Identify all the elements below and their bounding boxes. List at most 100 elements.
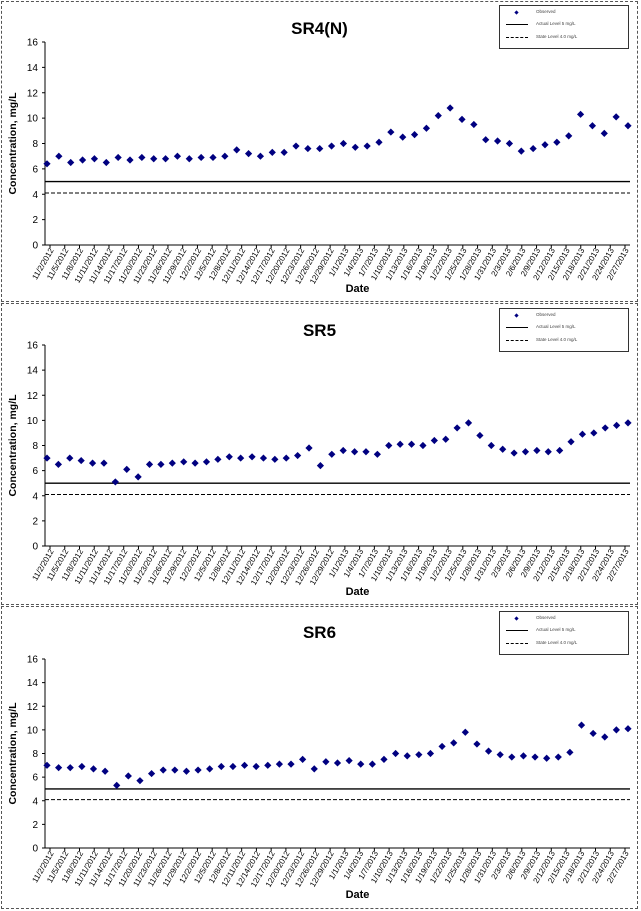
- legend-item-observed: Observed: [504, 614, 624, 624]
- data-point: [407, 440, 416, 448]
- data-point: [624, 725, 632, 733]
- data-point: [624, 419, 632, 427]
- y-tick-label: 10: [27, 416, 39, 427]
- data-point: [566, 748, 574, 756]
- data-point: [373, 450, 381, 458]
- data-point: [90, 155, 99, 163]
- data-point: [345, 756, 353, 765]
- data-point: [403, 752, 411, 760]
- chart-title: SR6: [302, 623, 337, 642]
- data-point: [264, 761, 272, 769]
- data-point: [202, 458, 211, 466]
- dashed-line-icon: [506, 340, 528, 341]
- chart-panel-3: SR6 Observed Actual Level 5 mg/L State L…: [1, 606, 638, 909]
- data-point: [544, 448, 552, 456]
- data-point: [396, 440, 404, 448]
- data-point: [464, 419, 473, 427]
- data-point: [553, 138, 561, 146]
- data-point: [508, 753, 516, 761]
- data-point: [287, 760, 295, 768]
- data-point: [66, 454, 74, 462]
- data-point: [147, 769, 156, 778]
- data-point: [316, 462, 325, 470]
- data-point: [533, 446, 541, 455]
- data-point: [111, 478, 119, 486]
- legend-label: State Level 4.0 mg/L: [536, 337, 578, 342]
- y-tick-label: 2: [32, 820, 38, 831]
- y-tick-label: 6: [32, 466, 38, 477]
- data-point: [209, 153, 217, 162]
- legend-label: Actual Level 5 mg/L: [536, 627, 576, 632]
- y-tick-label: 4: [32, 190, 38, 201]
- data-point: [294, 451, 302, 460]
- data-point: [145, 460, 154, 468]
- data-point: [426, 749, 435, 758]
- legend-label: Observed: [536, 312, 556, 317]
- data-point: [233, 146, 241, 154]
- data-point: [442, 435, 450, 443]
- data-point: [434, 111, 442, 120]
- data-point: [185, 155, 193, 163]
- data-point: [305, 444, 313, 452]
- data-point: [422, 124, 431, 132]
- data-point: [43, 160, 51, 168]
- data-point: [171, 766, 179, 774]
- data-point: [214, 455, 222, 463]
- data-point: [138, 153, 146, 162]
- solid-line-icon: [506, 630, 528, 631]
- legend-item-actual: Actual Level 5 mg/L: [504, 323, 624, 333]
- data-point: [101, 767, 109, 775]
- data-point: [77, 456, 85, 465]
- y-tick-label: 0: [32, 542, 38, 553]
- data-point: [543, 754, 551, 762]
- data-point: [505, 139, 514, 148]
- data-point: [482, 136, 490, 144]
- data-point: [299, 755, 307, 764]
- data-point: [100, 459, 108, 467]
- data-point: [66, 764, 74, 772]
- x-axis-title: Date: [346, 283, 370, 295]
- data-point: [351, 143, 359, 151]
- data-point: [453, 424, 461, 432]
- data-point: [339, 139, 348, 148]
- data-point: [150, 155, 158, 163]
- dashed-line-icon: [506, 37, 528, 38]
- data-point: [271, 455, 279, 463]
- data-point: [517, 147, 525, 155]
- data-point: [577, 721, 586, 729]
- data-point: [282, 454, 290, 462]
- data-point: [229, 762, 237, 771]
- data-point: [316, 144, 324, 153]
- chart-panel-1: SR4(N) Observed Actual Level 5 mg/L Stat…: [1, 1, 638, 302]
- legend-item-state: State Level 4.0 mg/L: [504, 33, 624, 43]
- data-point: [590, 429, 598, 437]
- chart-panel-2: SR5 Observed Actual Level 5 mg/L State L…: [1, 303, 638, 605]
- data-point: [217, 762, 225, 771]
- data-point: [78, 762, 86, 771]
- legend-item-state: State Level 4.0 mg/L: [504, 336, 624, 346]
- legend-item-observed: Observed: [504, 311, 624, 321]
- data-point: [78, 156, 87, 164]
- data-point: [328, 450, 336, 458]
- data-point: [191, 459, 199, 467]
- data-point: [493, 137, 502, 145]
- data-point: [357, 760, 365, 768]
- data-point: [89, 765, 98, 773]
- y-tick-label: 2: [32, 516, 38, 527]
- data-point: [55, 152, 63, 160]
- data-point: [567, 438, 575, 446]
- solid-line-icon: [506, 327, 528, 328]
- y-tick-label: 14: [27, 366, 39, 377]
- data-point: [114, 153, 122, 162]
- data-point: [576, 110, 585, 118]
- data-point: [157, 460, 165, 468]
- data-point: [310, 765, 318, 773]
- legend-item-actual: Actual Level 5 mg/L: [504, 626, 624, 636]
- y-tick-label: 14: [27, 678, 39, 689]
- data-point: [126, 156, 134, 164]
- data-point: [487, 441, 495, 450]
- data-point: [182, 767, 191, 775]
